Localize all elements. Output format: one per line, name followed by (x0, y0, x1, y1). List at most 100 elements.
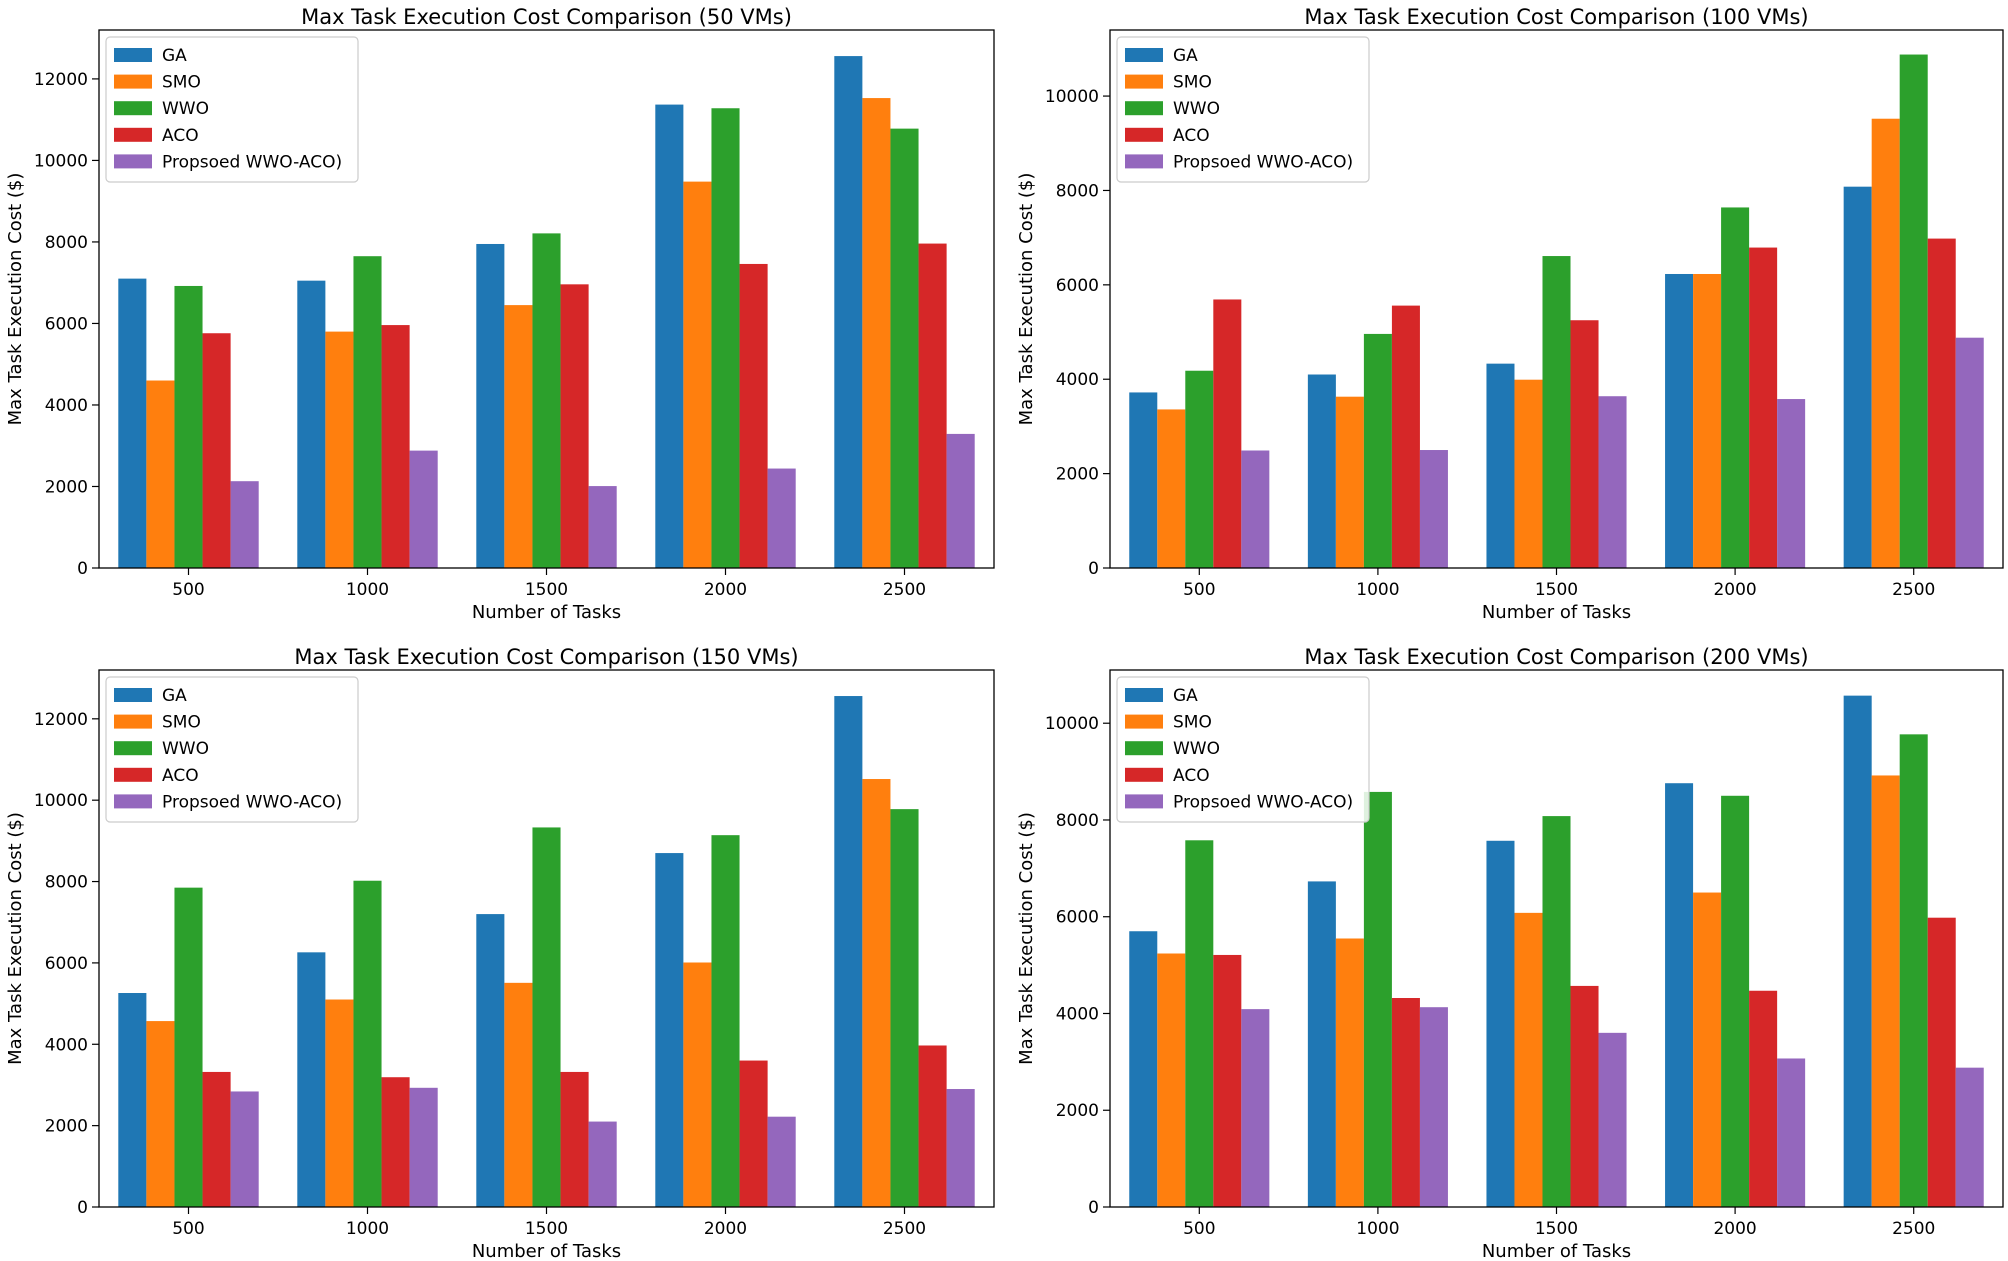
bar-wwo-1000 (353, 256, 382, 568)
x-tick-label: 1500 (1535, 580, 1578, 600)
legend-label: WWO (162, 739, 209, 759)
bar-propsoed-wwo-aco-1500 (588, 486, 617, 568)
y-tick-label: 2000 (45, 477, 88, 497)
x-tick-label: 1500 (1535, 1219, 1578, 1239)
bar-wwo-1000 (1363, 791, 1392, 1207)
bar-aco-1000 (381, 1077, 410, 1207)
x-tick-label: 1000 (1356, 1219, 1399, 1239)
legend-label: ACO (1173, 766, 1210, 786)
legend-label: WWO (1173, 99, 1220, 119)
bar-propsoed-wwo-aco-500 (230, 481, 259, 568)
chart-title: Max Task Execution Cost Comparison (100 … (1304, 5, 1808, 29)
bar-propsoed-wwo-aco-2000 (1777, 399, 1806, 568)
bar-smo-2000 (683, 962, 712, 1207)
bar-wwo-2000 (1721, 207, 1750, 568)
bar-smo-500 (146, 380, 175, 568)
bar-ga-1000 (297, 952, 326, 1207)
x-tick-label: 2000 (704, 1219, 747, 1239)
bar-wwo-500 (1185, 370, 1214, 568)
bar-wwo-2000 (1721, 795, 1750, 1207)
bar-wwo-1500 (1542, 256, 1571, 568)
bar-propsoed-wwo-aco-2500 (946, 433, 975, 568)
bar-smo-2500 (1871, 118, 1900, 568)
bar-ga-2000 (655, 853, 684, 1207)
bar-ga-2500 (1843, 695, 1872, 1207)
bar-wwo-2500 (1899, 734, 1928, 1207)
x-tick-label: 500 (1183, 1219, 1215, 1239)
bar-aco-2500 (918, 243, 947, 568)
bar-ga-1000 (1307, 881, 1336, 1207)
bar-propsoed-wwo-aco-2500 (946, 1089, 975, 1207)
legend-swatch (1125, 154, 1163, 169)
bar-propsoed-wwo-aco-1500 (1598, 1032, 1627, 1207)
bar-aco-2500 (1927, 238, 1956, 568)
bar-smo-2500 (862, 98, 891, 568)
bar-ga-2000 (1665, 783, 1694, 1207)
bar-propsoed-wwo-aco-1000 (1419, 450, 1448, 568)
bar-ga-1000 (297, 280, 326, 568)
bar-ga-1500 (476, 914, 505, 1207)
x-axis-label: Number of Tasks (1482, 602, 1631, 623)
bar-aco-2000 (1749, 247, 1778, 568)
chart-title: Max Task Execution Cost Comparison (200 … (1304, 645, 1808, 669)
y-tick-label: 2000 (45, 1117, 88, 1137)
bar-smo-1000 (325, 999, 354, 1207)
x-tick-label: 1000 (346, 1219, 389, 1239)
bar-aco-500 (1213, 954, 1242, 1207)
bar-aco-2000 (1749, 990, 1778, 1207)
legend-label: ACO (162, 766, 199, 786)
legend-swatch (114, 714, 152, 729)
bar-smo-2500 (862, 779, 891, 1207)
legend-box (1116, 676, 1370, 823)
legend-swatch (114, 48, 152, 62)
bar-aco-2000 (739, 263, 768, 568)
y-tick-label: 10000 (1045, 87, 1099, 107)
bar-wwo-1500 (532, 827, 561, 1207)
bar-ga-1000 (1307, 374, 1336, 568)
x-tick-label: 1500 (525, 580, 568, 600)
legend-label: GA (1173, 46, 1198, 66)
bar-aco-1000 (1391, 998, 1420, 1207)
legend-swatch (114, 688, 152, 702)
bar-smo-1500 (504, 305, 533, 568)
bar-propsoed-wwo-aco-500 (230, 1091, 259, 1207)
bar-propsoed-wwo-aco-500 (1241, 1009, 1270, 1207)
y-tick-label: 10000 (34, 151, 88, 171)
bar-propsoed-wwo-aco-1500 (588, 1121, 617, 1207)
bar-ga-2000 (1665, 273, 1694, 568)
y-tick-label: 6000 (1056, 276, 1099, 296)
legend-box (105, 676, 359, 823)
x-tick-label: 500 (172, 580, 204, 600)
legend-swatch (114, 74, 152, 89)
y-tick-label: 12000 (34, 710, 88, 730)
bar-aco-1000 (1391, 305, 1420, 568)
y-axis-label: Max Task Execution Cost ($) (5, 173, 26, 426)
bar-wwo-500 (174, 887, 203, 1207)
bar-wwo-2500 (890, 128, 919, 568)
legend-swatch (1125, 767, 1163, 782)
x-tick-label: 1000 (346, 580, 389, 600)
legend-label: GA (162, 686, 187, 706)
bar-wwo-1500 (1542, 816, 1571, 1207)
y-tick-label: 10000 (1045, 714, 1099, 734)
x-tick-label: 2500 (1892, 1219, 1935, 1239)
legend: GA SMO WWO ACO Propsoed WWO-ACO) (105, 676, 359, 823)
legend-label: GA (1173, 686, 1198, 706)
legend-swatch (1125, 74, 1163, 89)
bar-smo-1000 (325, 331, 354, 568)
bar-smo-500 (1157, 409, 1186, 568)
bar-smo-2000 (1693, 892, 1722, 1207)
bar-aco-1500 (560, 284, 589, 568)
legend-label: WWO (162, 99, 209, 119)
legend-label: ACO (1173, 126, 1210, 146)
legend-swatch (1125, 48, 1163, 62)
legend: GA SMO WWO ACO Propsoed WWO-ACO) (105, 36, 359, 183)
bar-wwo-2000 (711, 108, 740, 568)
legend: GA SMO WWO ACO Propsoed WWO-ACO) (1116, 36, 1370, 183)
bar-propsoed-wwo-aco-2500 (1955, 337, 1984, 568)
bar-propsoed-wwo-aco-1000 (409, 1087, 438, 1207)
legend-label: SMO (1173, 73, 1212, 93)
bar-smo-1000 (1335, 938, 1364, 1207)
chart-title: Max Task Execution Cost Comparison (50 V… (301, 5, 792, 29)
